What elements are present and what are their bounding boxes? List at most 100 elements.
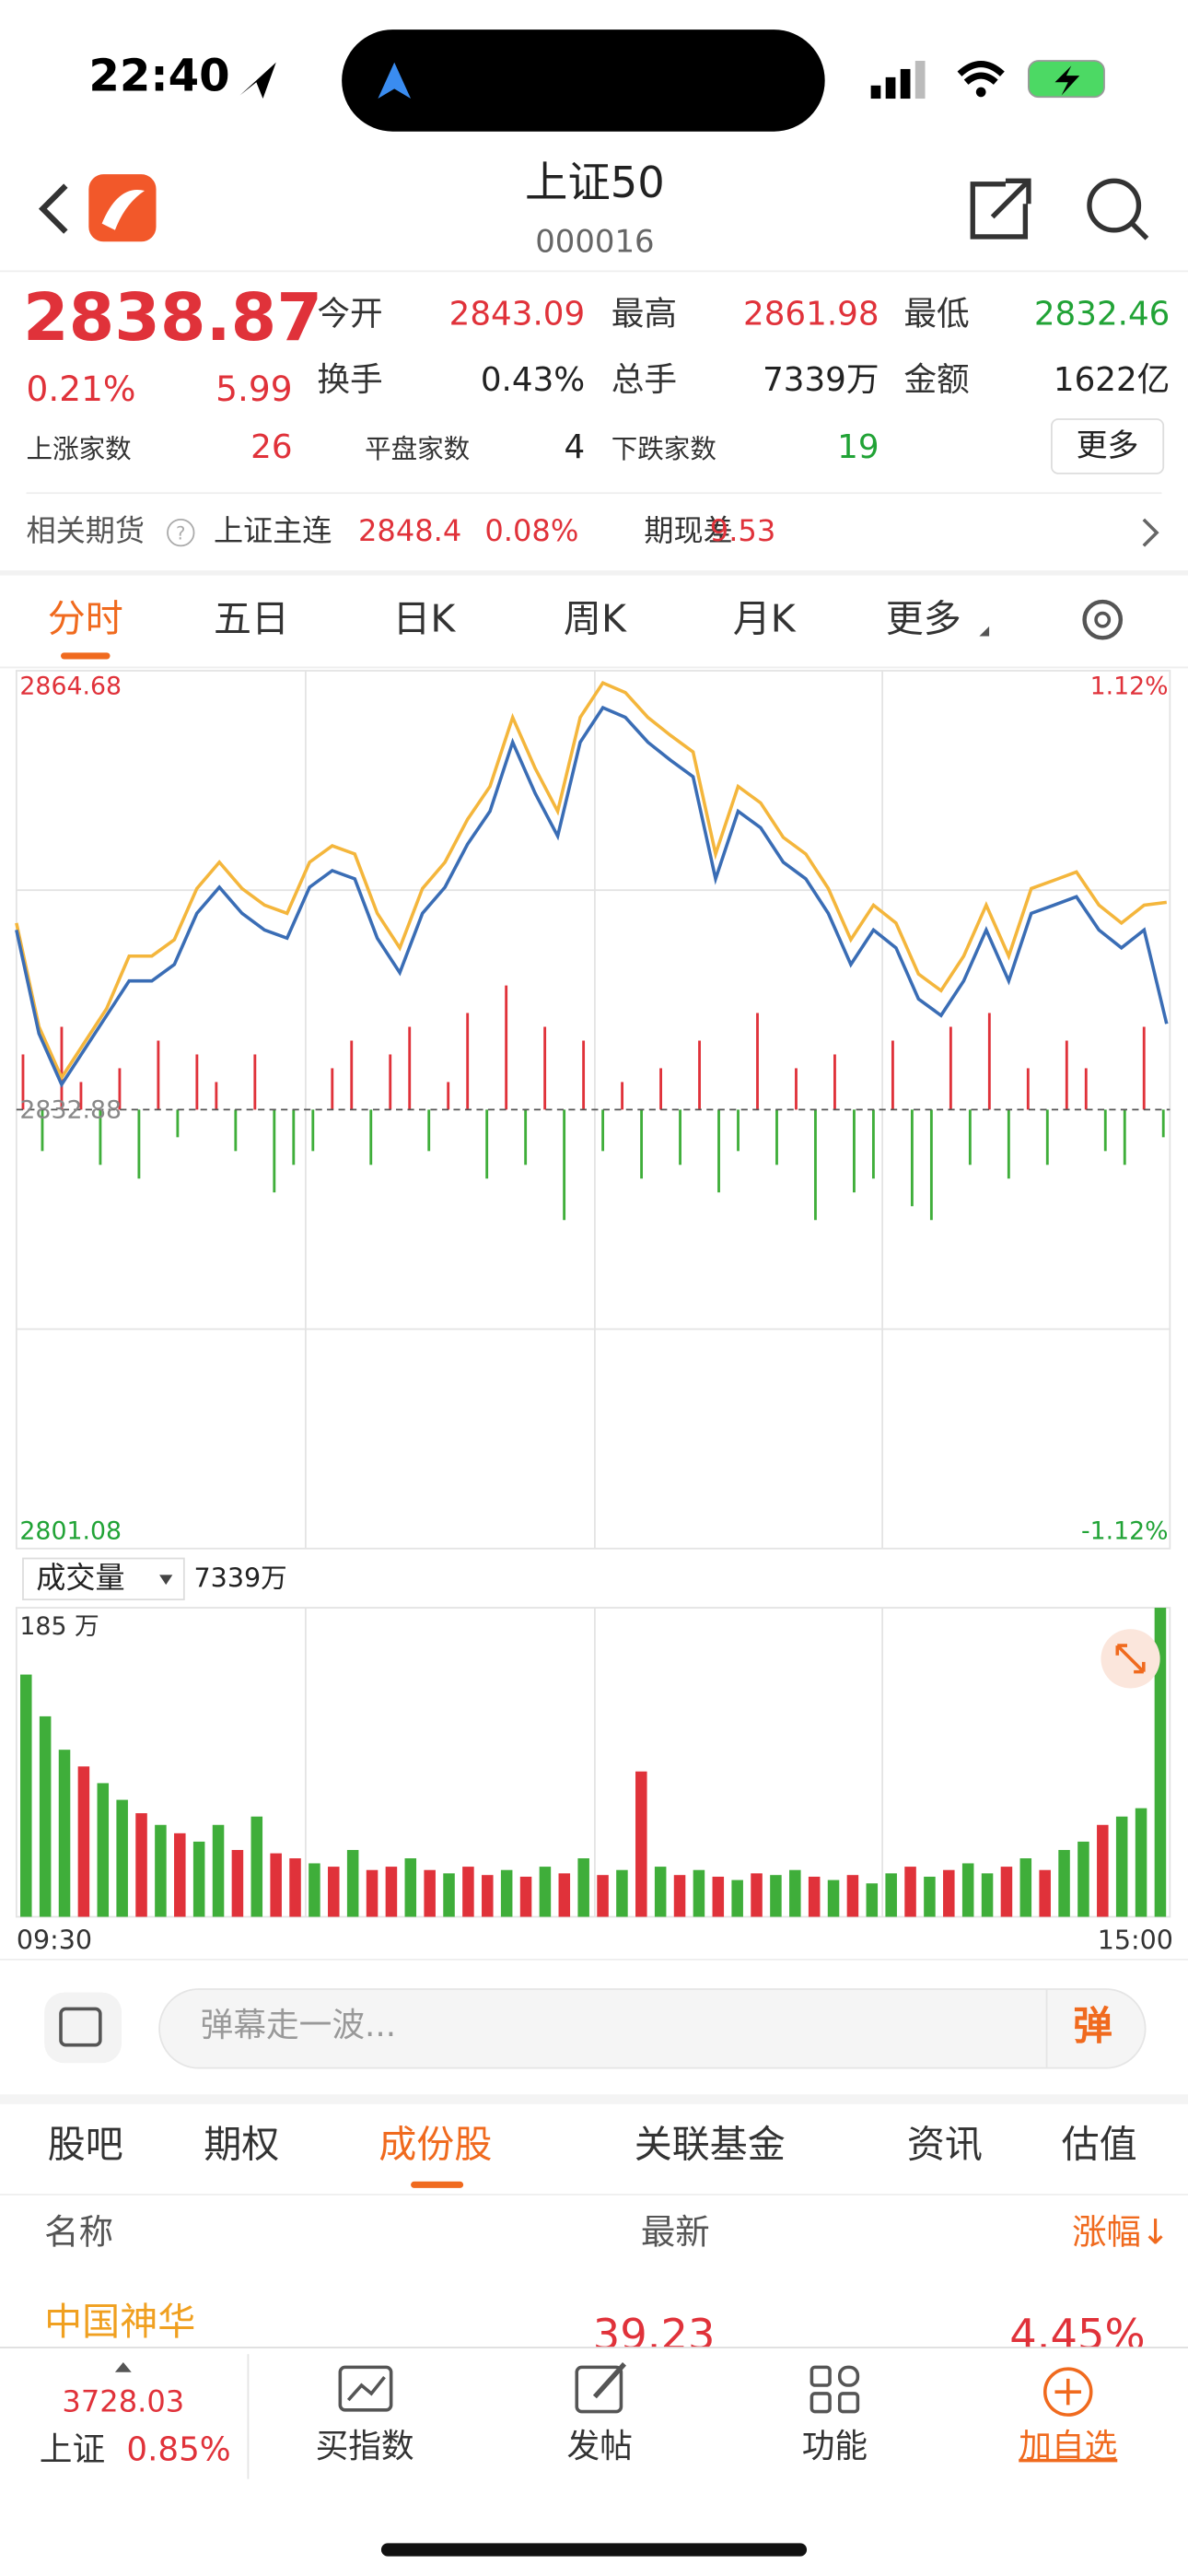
volume-bar — [904, 1867, 916, 1917]
tab-underline — [61, 652, 111, 660]
home-indicator — [380, 2543, 808, 2557]
comment-list-button[interactable] — [44, 1992, 122, 2064]
chart-tab[interactable]: 分时 — [48, 596, 123, 640]
chart-tab[interactable]: 周K — [564, 596, 627, 640]
volume-bar — [827, 1879, 840, 1917]
chart-tab[interactable]: 月K — [733, 596, 797, 640]
danmaku-button[interactable]: 弹 — [1073, 2003, 1112, 2049]
table-header[interactable]: 名称 — [44, 2211, 113, 2252]
search-button[interactable] — [1087, 178, 1142, 233]
volume-bar — [366, 1869, 379, 1917]
breadth-value: 26 — [250, 428, 292, 466]
volume-bar — [654, 1867, 667, 1917]
dynamic-island — [342, 29, 825, 132]
comment-input[interactable] — [158, 1988, 1147, 2069]
volume-bar — [943, 1869, 955, 1917]
volume-bar — [731, 1879, 743, 1917]
x-tick-label: 15:00 — [1098, 1925, 1173, 1955]
volume-bar — [846, 1875, 859, 1917]
volume-bar — [770, 1875, 782, 1917]
subtab[interactable]: 估值 — [1062, 2122, 1137, 2166]
volume-bar — [1039, 1869, 1051, 1917]
volume-bar — [808, 1876, 821, 1917]
back-button[interactable] — [38, 183, 68, 234]
volume-bar — [1097, 1824, 1109, 1917]
chart-tab[interactable]: 五日 — [214, 596, 289, 640]
volume-bar — [97, 1783, 110, 1917]
volume-bar — [1115, 1816, 1128, 1917]
volume-bar — [961, 1863, 974, 1917]
chart-tab[interactable]: 更多 — [886, 596, 961, 640]
volume-bar — [443, 1873, 455, 1917]
volume-bar — [616, 1869, 628, 1917]
table-header[interactable]: 最新 — [641, 2211, 710, 2252]
index-value[interactable]: 3728.03 — [62, 2384, 184, 2419]
share-button[interactable] — [970, 178, 1031, 240]
subtab[interactable]: 股吧 — [48, 2122, 123, 2166]
field-label: 换手 — [317, 361, 382, 399]
volume-bar — [270, 1853, 282, 1917]
y-tick-label: 2864.68 — [19, 672, 122, 700]
add-icon-plus — [1054, 2378, 1082, 2406]
volume-bar — [155, 1824, 167, 1917]
futures-chevron[interactable] — [1142, 518, 1159, 547]
volume-bar — [885, 1873, 897, 1917]
chart-tab[interactable]: 日K — [392, 596, 456, 640]
y-tick-label: 185 万 — [19, 1612, 99, 1641]
volume-bar — [1019, 1858, 1032, 1917]
y-tick-label: 2832.88 — [19, 1096, 122, 1125]
futures-label: 相关期货 — [27, 513, 145, 548]
header-code: 000016 — [535, 224, 654, 260]
more-button[interactable] — [1051, 418, 1165, 474]
more-button-label[interactable]: 更多 — [1077, 427, 1139, 463]
settings-core — [1094, 611, 1112, 628]
volume-bar — [924, 1876, 936, 1917]
volume-bar — [482, 1875, 494, 1917]
field-value: 0.43% — [481, 361, 585, 399]
subtab[interactable]: 资讯 — [907, 2122, 983, 2166]
divider — [0, 2094, 1188, 2104]
stock-name[interactable]: 中国神华 — [44, 2300, 195, 2344]
subtab[interactable]: 关联基金 — [635, 2122, 786, 2166]
subtab[interactable]: 成份股 — [379, 2122, 492, 2166]
wifi-dot — [975, 87, 986, 98]
post-icon-pen — [592, 2362, 626, 2399]
wifi-icon — [957, 61, 1005, 86]
quote-price: 2838.87 — [23, 279, 322, 356]
comment-list-icon — [59, 2007, 102, 2047]
table-header[interactable]: 涨幅↓ — [1072, 2211, 1170, 2252]
volume-total: 7339万 — [194, 1563, 287, 1594]
field-label: 总手 — [611, 361, 677, 399]
volume-bar — [1000, 1867, 1013, 1917]
divider — [0, 570, 1188, 576]
volume-bar — [789, 1869, 801, 1917]
comment-placeholder[interactable]: 弹幕走一波... — [201, 2007, 396, 2044]
volume-bar — [866, 1883, 879, 1917]
volume-selector[interactable] — [22, 1557, 185, 1601]
buy-icon — [338, 2365, 393, 2412]
bottom-button[interactable]: 加自选 — [1019, 2428, 1117, 2465]
field-label: 最低 — [903, 296, 969, 334]
volume-bar — [1154, 1608, 1167, 1917]
volume-bar — [539, 1867, 552, 1917]
settings-button[interactable] — [1082, 599, 1124, 640]
expand-arrow[interactable] — [114, 2362, 132, 2372]
field-label: 今开 — [317, 296, 382, 334]
bottom-button[interactable]: 买指数 — [316, 2428, 414, 2465]
bottom-button[interactable]: 发帖 — [567, 2428, 633, 2465]
signal-icon — [870, 61, 926, 100]
help-icon[interactable] — [167, 518, 195, 547]
index-name[interactable]: 上证 — [40, 2430, 105, 2468]
volume-bar — [289, 1858, 301, 1917]
breadth-value: 19 — [837, 428, 879, 466]
index-pct[interactable]: 0.85% — [126, 2430, 230, 2468]
bottom-button[interactable]: 功能 — [802, 2428, 868, 2465]
field-label: 最高 — [611, 296, 677, 334]
volume-title[interactable]: 成交量 — [36, 1561, 124, 1596]
field-value: 1622亿 — [1054, 361, 1170, 399]
subtab[interactable]: 期权 — [204, 2122, 279, 2166]
volume-bar — [77, 1766, 90, 1917]
volume-bar — [174, 1832, 186, 1917]
breadth-label: 平盘家数 — [365, 434, 470, 464]
